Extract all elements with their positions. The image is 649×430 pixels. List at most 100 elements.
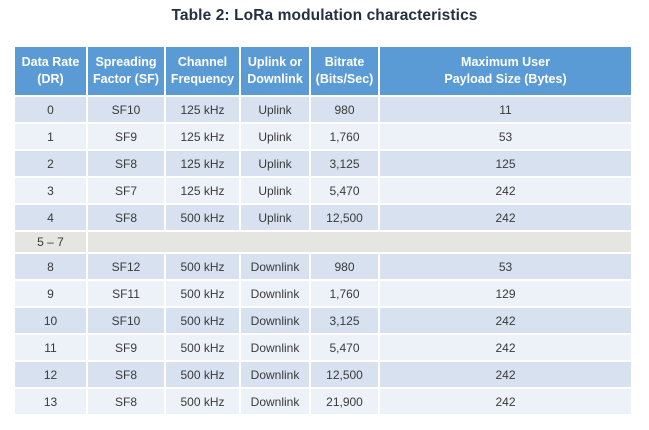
table-cell: 500 kHz — [166, 281, 239, 306]
table-cell: SF8 — [88, 205, 164, 230]
header-row: Data Rate (DR) Spreading Factor (SF) Channel… — [15, 47, 631, 95]
table-row: 2 SF8 125 kHz Uplink 3,125 125 — [15, 151, 631, 176]
table-cell: SF8 — [88, 151, 164, 176]
table-row: 12 SF8 500 kHz Downlink 12,500 242 — [15, 362, 631, 387]
table-cell: 21,900 — [311, 389, 378, 414]
table-cell: Downlink — [241, 281, 309, 306]
table-cell: 12 — [15, 362, 86, 387]
table-cell: Downlink — [241, 308, 309, 333]
column-header-line: Spreading — [95, 55, 157, 70]
table-row: 10 SF10 500 kHz Downlink 3,125 242 — [15, 308, 631, 333]
table-cell: 500 kHz — [166, 362, 239, 387]
table-cell: 0 — [15, 97, 86, 122]
table-cell: 500 kHz — [166, 335, 239, 360]
table-cell: Uplink — [241, 151, 309, 176]
table-cell: SF12 — [88, 254, 164, 279]
table-row: 5 – 7 — [15, 232, 631, 252]
table-cell: SF8 — [88, 389, 164, 414]
column-header-line: Data Rate — [21, 55, 80, 70]
column-header-line: Maximum User — [461, 55, 550, 70]
table-cell: 1 — [15, 124, 86, 149]
column-header: Spreading Factor (SF) — [88, 47, 164, 95]
table-cell: 500 kHz — [166, 254, 239, 279]
table-cell: 3 — [15, 178, 86, 203]
table-cell: Uplink — [241, 205, 309, 230]
table-cell: Uplink — [241, 178, 309, 203]
table-cell-merged — [88, 232, 631, 252]
table-cell: 13 — [15, 389, 86, 414]
table-cell: 53 — [380, 124, 631, 149]
table-cell: 242 — [380, 205, 631, 230]
table-cell: 242 — [380, 308, 631, 333]
table-cell: 500 kHz — [166, 205, 239, 230]
table-row: 13 SF8 500 kHz Downlink 21,900 242 — [15, 389, 631, 414]
column-header: Uplink or Downlink — [241, 47, 309, 95]
table-cell: 5,470 — [311, 178, 378, 203]
column-header: Bitrate (Bits/Sec) — [311, 47, 378, 95]
table-cell: SF9 — [88, 124, 164, 149]
column-header-line: (Bits/Sec) — [315, 72, 374, 86]
table-cell: 8 — [15, 254, 86, 279]
table-cell: SF7 — [88, 178, 164, 203]
table-cell: 125 — [380, 151, 631, 176]
table-cell: 129 — [380, 281, 631, 306]
table-cell: 10 — [15, 308, 86, 333]
column-header-line: Bitrate — [324, 55, 365, 70]
column-header-line: (DR) — [37, 72, 64, 86]
column-header: Maximum User Payload Size (Bytes) — [380, 47, 631, 95]
table-cell: 11 — [380, 97, 631, 122]
table-cell: 125 kHz — [166, 124, 239, 149]
column-header-line: Payload Size (Bytes) — [444, 72, 567, 86]
column-header-line: Channel — [177, 55, 228, 70]
table-cell: 500 kHz — [166, 389, 239, 414]
table-cell: 3,125 — [311, 308, 378, 333]
table-cell: SF8 — [88, 362, 164, 387]
table-row: 3 SF7 125 kHz Uplink 5,470 242 — [15, 178, 631, 203]
table-cell: 242 — [380, 389, 631, 414]
table-cell: 3,125 — [311, 151, 378, 176]
table-cell: 980 — [311, 254, 378, 279]
table-cell: Downlink — [241, 254, 309, 279]
table-cell: 242 — [380, 335, 631, 360]
table-cell: 125 kHz — [166, 178, 239, 203]
table-row: 9 SF11 500 kHz Downlink 1,760 129 — [15, 281, 631, 306]
column-header-line: Factor (SF) — [93, 72, 159, 86]
table-cell: SF10 — [88, 97, 164, 122]
table-row: 1 SF9 125 kHz Uplink 1,760 53 — [15, 124, 631, 149]
table-cell: Downlink — [241, 362, 309, 387]
table-row: 0 SF10 125 kHz Uplink 980 11 — [15, 97, 631, 122]
table-cell: SF9 — [88, 335, 164, 360]
table-cell: 1,760 — [311, 124, 378, 149]
table-cell: 242 — [380, 178, 631, 203]
table-cell: Uplink — [241, 124, 309, 149]
table-cell: 53 — [380, 254, 631, 279]
table-cell: 125 kHz — [166, 151, 239, 176]
table-cell: 1,760 — [311, 281, 378, 306]
table-cell: 5 – 7 — [15, 232, 86, 252]
column-header: Data Rate (DR) — [15, 47, 86, 95]
table-cell: 9 — [15, 281, 86, 306]
column-header-line: Frequency — [170, 72, 235, 86]
table-row: 8 SF12 500 kHz Downlink 980 53 — [15, 254, 631, 279]
table-cell: 11 — [15, 335, 86, 360]
lora-modulation-table: Data Rate (DR) Spreading Factor (SF) Channel… — [13, 45, 633, 416]
table-cell: SF11 — [88, 281, 164, 306]
table-cell: 4 — [15, 205, 86, 230]
table-cell: 12,500 — [311, 362, 378, 387]
table-cell: Uplink — [241, 97, 309, 122]
column-header: Channel Frequency — [166, 47, 239, 95]
table-cell: 242 — [380, 362, 631, 387]
table-cell: 980 — [311, 97, 378, 122]
table-cell: 125 kHz — [166, 97, 239, 122]
table-row: 4 SF8 500 kHz Uplink 12,500 242 — [15, 205, 631, 230]
table-cell: 500 kHz — [166, 308, 239, 333]
column-header-line: Uplink or — [247, 55, 303, 70]
table-row: 11 SF9 500 kHz Downlink 5,470 242 — [15, 335, 631, 360]
table-cell: Downlink — [241, 335, 309, 360]
table-cell: 12,500 — [311, 205, 378, 230]
table-cell: 5,470 — [311, 335, 378, 360]
table-cell: SF10 — [88, 308, 164, 333]
column-header-line: Downlink — [247, 72, 303, 86]
table-title: Table 2: LoRa modulation characteristics — [171, 7, 478, 24]
table-cell: 2 — [15, 151, 86, 176]
